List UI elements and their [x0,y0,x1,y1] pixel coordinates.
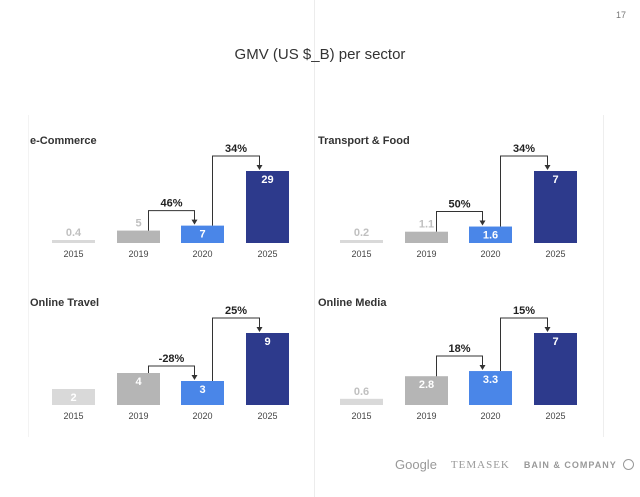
arrowhead-icon [479,220,486,226]
x-tick-2025: 2025 [545,411,565,421]
x-tick-2015: 2015 [63,249,83,259]
growth-label: -28% [159,353,185,365]
logos: Google TEMASEK BAIN & COMPANY [395,457,634,472]
bar-2025 [534,171,577,243]
data-label-2025: 9 [264,336,270,348]
bar-2015 [340,398,383,405]
bar-2019 [117,230,160,243]
growth-arrow-2019-2020 [436,355,483,377]
x-tick-2015: 2015 [351,411,371,421]
data-label-2020: 3.3 [483,374,498,386]
growth-label: 25% [225,305,247,317]
bar-2015 [52,389,95,405]
growth-arrow-2019-2020 [436,211,483,232]
data-label-2020: 7 [199,229,205,241]
data-label-2025: 29 [261,174,273,186]
growth-arrow-2020-2025 [500,317,548,372]
arrowhead-icon [256,327,263,332]
growth-arrow-2019-2020 [148,365,195,379]
panel-online-travel: Online Travel 2 2015 4 2019 3 2020 9 2025 -28% 25… [30,287,310,447]
chart-title: Online Travel [30,297,100,309]
bar-2019 [405,231,448,243]
arrowhead-icon [191,375,198,380]
divider [314,0,315,497]
chart-title: Online Media [318,297,387,309]
data-label-2019: 1.1 [419,219,434,231]
bar-2019 [117,373,160,405]
bain-logo: BAIN & COMPANY [523,459,617,470]
chart-online-travel: 2 2015 4 2019 3 2020 9 2025 -28% 25% [52,305,289,421]
google-logo: Google [395,457,437,472]
panel-ecommerce: e-Commerce 0.4 2015 5 2019 7 2020 29 2025 46% 34% [30,125,310,285]
data-label-2020: 3 [199,384,205,396]
growth-label: 50% [448,199,470,211]
data-label-2015: 0.4 [66,227,82,239]
x-tick-2020: 2020 [192,411,212,421]
data-label-2020: 1.6 [483,230,498,242]
bar-2025 [534,333,577,405]
page-title: GMV (US $_B) per sector [234,46,406,63]
bain-clock-icon [622,459,634,470]
bar-2019 [405,376,448,405]
growth-arrow-2020-2025 [500,155,548,227]
x-tick-2019: 2019 [128,249,148,259]
bar-2020 [181,225,224,243]
growth-label: 34% [513,143,535,155]
x-tick-2019: 2019 [128,411,148,421]
bar-2025 [246,333,289,405]
bar-2020 [181,381,224,405]
x-tick-2015: 2015 [63,411,83,421]
arrowhead-icon [544,327,551,332]
data-label-2019: 2.8 [419,379,434,391]
x-tick-2025: 2025 [545,249,565,259]
panel-transport-food: Transport & Food 0.2 2015 1.1 2019 1.6 2020 7 2… [318,125,598,285]
arrowhead-icon [479,365,486,371]
chart-ecommerce: 0.4 2015 5 2019 7 2020 29 2025 46% 34% [52,143,289,259]
arrowhead-icon [191,219,198,225]
data-label-2015: 2 [70,392,76,404]
data-label-2015: 0.2 [354,227,369,239]
x-tick-2020: 2020 [480,249,500,259]
data-label-2019: 5 [135,218,141,230]
data-label-2015: 0.6 [354,386,369,398]
panel-online-media: Online Media 0.6 2015 2.8 2019 3.3 2020 7 2025 1… [318,287,598,447]
x-tick-2025: 2025 [257,411,277,421]
growth-arrow-2020-2025 [212,317,260,381]
chart-transport-food: 0.2 2015 1.1 2019 1.6 2020 7 2025 50% 34% [340,143,577,259]
x-tick-2020: 2020 [192,249,212,259]
arrowhead-icon [544,165,551,170]
data-label-2025: 7 [552,174,558,186]
growth-label: 15% [513,305,535,317]
charts-frame [28,115,604,437]
data-label-2025: 7 [552,336,558,348]
chart-title: Transport & Food [318,135,410,147]
x-tick-2015: 2015 [351,249,371,259]
x-tick-2025: 2025 [257,249,277,259]
bar-2020 [469,226,512,243]
chart-online-media: 0.6 2015 2.8 2019 3.3 2020 7 2025 18% 15% [340,305,577,421]
temasek-logo: TEMASEK [450,458,510,471]
data-label-2019: 4 [135,376,142,388]
growth-arrow-2019-2020 [148,210,195,231]
x-tick-2019: 2019 [416,411,436,421]
x-tick-2019: 2019 [416,249,436,259]
bar-2020 [469,371,512,405]
chart-title: e-Commerce [30,135,97,147]
arrowhead-icon [256,165,263,170]
growth-arrow-2020-2025 [212,155,260,226]
growth-label: 18% [448,343,470,355]
bar-2025 [246,171,289,243]
bar-2015 [340,240,383,243]
growth-label: 46% [160,198,182,210]
page-number: 17 [615,10,626,20]
x-tick-2020: 2020 [480,411,500,421]
bar-2015 [52,240,95,243]
growth-label: 34% [225,143,247,155]
